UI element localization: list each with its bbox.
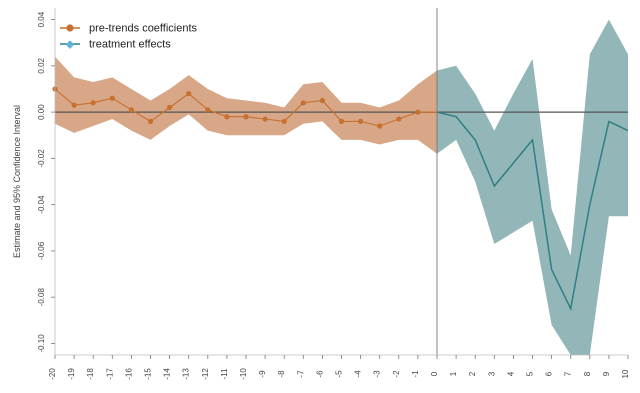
pre-trend-point	[415, 109, 421, 115]
x-tick-label: -13	[182, 368, 191, 380]
x-tick-label: 9	[602, 371, 611, 376]
pre-trend-point	[128, 107, 134, 113]
x-tick-label: -11	[220, 368, 229, 380]
x-tick-label: -3	[373, 370, 382, 378]
legend-marker-pre-trends	[66, 24, 74, 32]
x-tick-label: -20	[48, 368, 57, 380]
confidence-band-1	[437, 19, 628, 355]
x-tick-label: 6	[545, 371, 554, 376]
x-tick-label: 0	[430, 371, 439, 376]
series-line-1	[436, 111, 629, 312]
x-tick-label: -1	[411, 370, 420, 378]
pre-trend-point	[205, 107, 211, 113]
confidence-band-0	[55, 56, 437, 154]
x-tick-label: -17	[105, 368, 114, 380]
pre-trend-point	[186, 90, 192, 97]
pre-trend-point	[224, 114, 230, 120]
y-tick-label: 0.02	[37, 57, 46, 73]
x-tick-label: -2	[392, 370, 401, 378]
legend-label-treatment-effects: treatment effects	[89, 39, 171, 51]
x-tick-label: -15	[144, 368, 153, 380]
pre-trend-point	[71, 102, 77, 108]
y-tick-label: -0.06	[37, 241, 46, 260]
pre-trend-point	[109, 95, 115, 101]
x-tick-label: -5	[335, 370, 344, 378]
y-tick-label: -0.08	[37, 288, 46, 307]
x-tick-label: 7	[564, 371, 573, 376]
x-tick-label: -18	[86, 368, 95, 380]
x-tick-label: 8	[583, 371, 592, 376]
pre-trend-point	[90, 100, 96, 106]
x-tick-label: -7	[296, 370, 305, 378]
x-tick-label: -14	[163, 368, 172, 380]
x-tick-label: -6	[315, 370, 324, 378]
y-tick-label: -0.02	[37, 149, 46, 168]
pre-trend-point	[338, 118, 345, 124]
pre-trend-point	[262, 116, 268, 122]
legend-label-pre-trends: pre-trends coefficients	[89, 23, 198, 35]
y-tick-label: 0.00	[37, 104, 46, 120]
x-tick-label: -4	[354, 370, 363, 378]
legend-item-pre-trends: pre-trends coefficients	[60, 23, 198, 35]
x-tick-label: 2	[468, 371, 477, 376]
series-points	[52, 86, 421, 129]
pre-trend-point	[377, 123, 383, 129]
x-tick-label: -19	[67, 368, 76, 380]
x-tick-label: -10	[239, 368, 248, 380]
legend: pre-trends coefficients ◆ treatment effe…	[60, 23, 198, 51]
y-tick-label: -0.10	[37, 334, 46, 353]
x-tick-label: -9	[258, 370, 267, 378]
y-tick-label: 0.04	[37, 11, 46, 27]
x-tick-label: 10	[621, 369, 630, 378]
x-tick-label: 5	[526, 371, 535, 376]
x-tick-label: -16	[124, 368, 133, 380]
y-axis: -0.10 -0.08 -0.06 -0.04 -0.02 0.00 0.02 0.04	[37, 8, 56, 355]
x-tick-label: 3	[487, 371, 496, 376]
pre-trend-point	[396, 116, 402, 122]
reference-lines	[55, 8, 628, 355]
pre-trend-point	[281, 118, 287, 124]
x-tick-label: 1	[449, 371, 458, 376]
pre-trend-point	[300, 100, 306, 106]
confidence-bands	[55, 19, 628, 355]
legend-item-treatment-effects: ◆ treatment effects	[60, 39, 171, 51]
x-axis: -20 -19 -18 -17 -16 -15 -14 -13 -12 -11 -10 -9 -8 -7-…	[48, 354, 630, 380]
pre-trend-point	[319, 97, 325, 104]
pre-trend-point	[358, 118, 364, 124]
x-tick-label: 4	[506, 371, 515, 376]
y-tick-label: -0.04	[37, 195, 46, 214]
pre-trend-point	[167, 104, 173, 111]
legend-marker-treatment-effects: ◆	[66, 39, 75, 51]
x-tick-label: -8	[277, 370, 286, 378]
pre-trend-point	[147, 118, 154, 124]
x-tick-label: -12	[201, 368, 210, 380]
y-axis-label: Estimate and 95% Confidence Interval	[12, 105, 22, 258]
pre-trend-point	[243, 114, 249, 120]
